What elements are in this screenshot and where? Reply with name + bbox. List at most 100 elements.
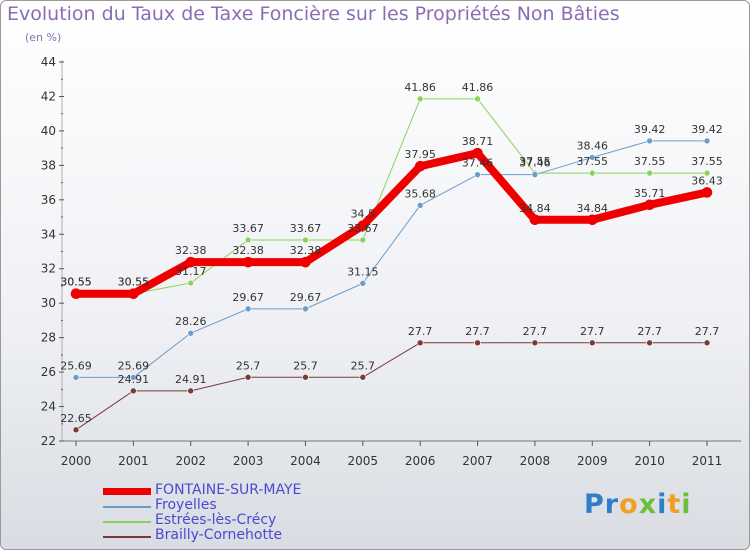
data-point — [185, 256, 197, 268]
data-point — [70, 288, 82, 300]
logo-letter: P — [584, 489, 605, 520]
x-tick-label: 2005 — [348, 454, 379, 468]
data-point — [416, 339, 424, 347]
data-point — [359, 236, 367, 244]
data-label: 25.7 — [351, 359, 376, 372]
data-point — [703, 169, 711, 177]
data-label: 25.69 — [60, 359, 92, 372]
series-line-3 — [75, 342, 708, 431]
data-label: 37.55 — [634, 155, 666, 168]
legend-label: Estrées-lès-Crécy — [155, 512, 277, 528]
legend-swatch — [103, 488, 151, 495]
legend-swatch — [103, 506, 151, 508]
data-label: 37.95 — [404, 148, 436, 161]
data-label: 28.26 — [175, 315, 207, 328]
data-point — [242, 256, 254, 268]
data-point — [646, 137, 653, 145]
data-point — [187, 387, 195, 395]
data-point — [588, 154, 596, 161]
data-point — [359, 373, 367, 381]
data-point — [474, 339, 481, 347]
data-label: 30.55 — [118, 276, 150, 289]
x-tick-label: 2010 — [634, 454, 665, 468]
x-tick-label: 2008 — [520, 454, 551, 468]
data-label: 30.55 — [118, 276, 150, 289]
legend-label: Froyelles — [155, 497, 217, 513]
logo-letter: o — [619, 489, 639, 520]
data-point — [128, 288, 139, 300]
data-point — [187, 329, 195, 337]
data-point — [302, 236, 309, 244]
data-label: 38.71 — [462, 135, 494, 148]
legend-label: FONTAINE-SUR-MAYE — [155, 482, 302, 498]
data-point — [416, 202, 424, 209]
y-tick-label: 34 — [41, 227, 56, 241]
data-point — [359, 280, 367, 287]
x-tick-label: 2000 — [61, 454, 92, 468]
y-tick-label: 32 — [41, 262, 56, 276]
data-label: 37.55 — [519, 155, 551, 168]
data-point — [531, 339, 539, 347]
y-tick-label: 44 — [41, 55, 56, 69]
y-tick-label: 26 — [41, 365, 56, 379]
data-label: 35.68 — [404, 187, 436, 200]
data-point — [529, 214, 541, 226]
legend-label: Brailly-Cornehotte — [155, 527, 283, 543]
data-label: 24.91 — [175, 373, 207, 386]
data-point — [646, 169, 653, 177]
x-tick-label: 2001 — [118, 454, 149, 468]
data-label: 22.65 — [60, 412, 92, 425]
data-label: 39.42 — [691, 123, 723, 136]
data-label: 25.7 — [293, 359, 318, 372]
data-label: 41.86 — [404, 81, 436, 94]
data-label: 34.84 — [519, 202, 551, 215]
data-label: 32.38 — [175, 244, 207, 257]
data-point — [472, 147, 483, 159]
data-label: 25.7 — [236, 359, 261, 372]
data-point — [357, 220, 369, 231]
data-label: 27.7 — [465, 325, 490, 338]
data-label: 37.55 — [691, 155, 723, 168]
x-tick-label: 2006 — [405, 454, 436, 468]
chart-title: Evolution du Taux de Taxe Foncière sur l… — [7, 3, 620, 25]
data-label: 37.46 — [519, 157, 551, 170]
x-tick-label: 2003 — [233, 454, 264, 468]
data-point — [302, 373, 309, 381]
data-point — [302, 305, 309, 313]
data-label: 27.7 — [408, 325, 433, 338]
y-tick-label: 30 — [41, 296, 56, 310]
logo-letter: i — [657, 489, 668, 520]
logo-letter: i — [681, 489, 692, 520]
data-label: 41.86 — [462, 81, 494, 94]
data-label: 34.84 — [577, 202, 609, 215]
data-label: 33.67 — [232, 222, 264, 235]
data-point — [531, 171, 539, 178]
y-tick-label: 36 — [41, 193, 56, 207]
data-label: 27.7 — [637, 325, 662, 338]
data-label: 31.17 — [175, 265, 207, 278]
data-point — [474, 171, 481, 178]
y-tick-label: 28 — [41, 331, 56, 345]
proxiti-logo: Proxiti — [584, 489, 692, 520]
data-label: 37.46 — [462, 157, 494, 170]
data-label: 27.7 — [695, 325, 720, 338]
data-label: 39.42 — [634, 123, 666, 136]
y-tick-label: 22 — [41, 434, 56, 448]
data-label: 34.5 — [351, 208, 376, 221]
series-line-0 — [72, 149, 711, 298]
x-tick-label: 2007 — [462, 454, 493, 468]
x-tick-label: 2011 — [692, 454, 723, 468]
data-label: 33.67 — [290, 222, 322, 235]
data-label: 32.38 — [290, 244, 322, 257]
y-tick-label: 24 — [41, 400, 56, 414]
data-label: 24.91 — [118, 373, 150, 386]
data-label: 38.46 — [577, 139, 609, 152]
data-point — [644, 199, 655, 211]
data-label: 36.43 — [691, 174, 723, 187]
data-point — [187, 279, 195, 287]
data-point — [586, 214, 598, 226]
data-point — [244, 373, 252, 381]
series-line-2 — [75, 98, 708, 295]
